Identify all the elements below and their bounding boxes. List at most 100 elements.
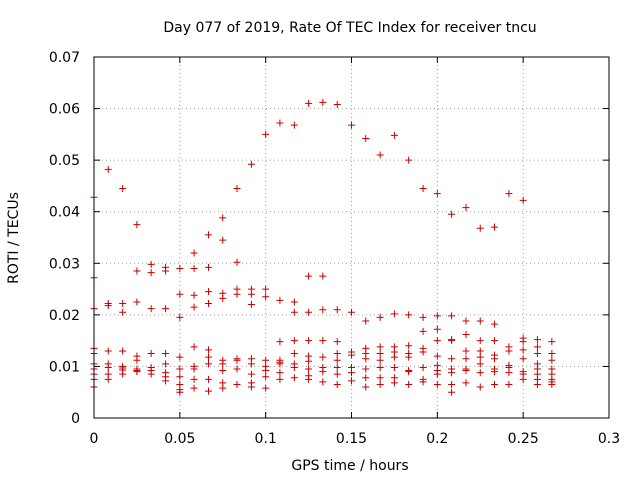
data-point [247, 290, 255, 298]
y-axis-label: ROTI / TECUs [6, 192, 22, 284]
data-point [290, 374, 298, 382]
data-point [519, 346, 527, 354]
data-points [90, 98, 556, 396]
data-point [333, 350, 341, 358]
data-point [205, 360, 213, 368]
data-point [176, 373, 184, 381]
data-point [376, 374, 384, 382]
data-point [476, 347, 484, 355]
data-point [362, 355, 370, 363]
data-point [205, 263, 213, 271]
data-point [119, 370, 127, 378]
data-point [276, 360, 284, 368]
data-point [462, 379, 470, 387]
data-point [305, 308, 313, 316]
data-point [305, 272, 313, 280]
data-point [362, 134, 370, 142]
data-point [147, 370, 155, 378]
data-point [405, 342, 413, 350]
data-point [176, 290, 184, 298]
data-point [433, 312, 441, 320]
data-point [476, 369, 484, 377]
data-point [133, 356, 141, 364]
data-point [104, 347, 112, 355]
data-point [133, 221, 141, 229]
data-point [147, 269, 155, 277]
data-point [147, 260, 155, 268]
data-point [276, 338, 284, 346]
data-point [419, 348, 427, 356]
data-point [433, 352, 441, 360]
data-point [490, 380, 498, 388]
data-point [133, 298, 141, 306]
data-point [519, 375, 527, 383]
x-tick-label: 0.1 [255, 431, 277, 447]
data-point [448, 312, 456, 320]
data-point [205, 353, 213, 361]
data-point [376, 380, 384, 388]
data-point [476, 383, 484, 391]
data-point [490, 223, 498, 231]
y-tick-label: 0.07 [49, 50, 80, 66]
data-point [476, 353, 484, 361]
data-point [247, 383, 255, 391]
data-point [104, 302, 112, 310]
data-point [319, 98, 327, 106]
data-point [104, 165, 112, 173]
y-tick-label: 0.05 [49, 153, 80, 169]
data-point [376, 313, 384, 321]
data-point [319, 272, 327, 280]
data-point [247, 370, 255, 378]
data-point [319, 368, 327, 376]
data-point [505, 190, 513, 198]
data-point [462, 317, 470, 325]
data-point [362, 317, 370, 325]
data-point [519, 196, 527, 204]
data-point [390, 363, 398, 371]
data-point [162, 377, 170, 385]
data-point [448, 380, 456, 388]
data-point [262, 285, 270, 293]
data-point [276, 119, 284, 127]
data-point [533, 343, 541, 351]
data-point [462, 367, 470, 375]
data-point [490, 320, 498, 328]
data-point [176, 264, 184, 272]
data-point [176, 353, 184, 361]
data-point [219, 367, 227, 375]
data-point [290, 337, 298, 345]
data-point [333, 363, 341, 371]
data-point [233, 380, 241, 388]
data-point [348, 308, 355, 316]
data-point [448, 337, 456, 345]
data-point [376, 343, 384, 351]
data-point [233, 290, 241, 298]
data-point [305, 99, 313, 107]
data-point [348, 377, 355, 385]
data-point [548, 356, 556, 364]
data-point [419, 363, 427, 371]
data-point [519, 355, 527, 363]
data-point [190, 343, 198, 351]
data-point [490, 355, 498, 363]
data-point [548, 380, 556, 388]
data-point [162, 360, 170, 368]
data-point [505, 369, 513, 377]
data-point [533, 380, 541, 388]
data-point [219, 294, 227, 302]
data-point [348, 121, 355, 129]
data-point [433, 380, 441, 388]
data-point [362, 383, 370, 391]
data-point [362, 365, 370, 373]
data-point [333, 356, 341, 364]
data-point [290, 363, 298, 371]
data-point [433, 370, 441, 378]
data-point [319, 306, 327, 314]
data-point [333, 370, 341, 378]
y-axis-ticks: 0 0.01 0.02 0.03 0.04 0.05 0.06 0.07 [49, 50, 609, 427]
data-point [433, 190, 441, 198]
data-point [104, 375, 112, 383]
y-tick-label: 0.04 [49, 205, 80, 221]
data-point [505, 347, 513, 355]
